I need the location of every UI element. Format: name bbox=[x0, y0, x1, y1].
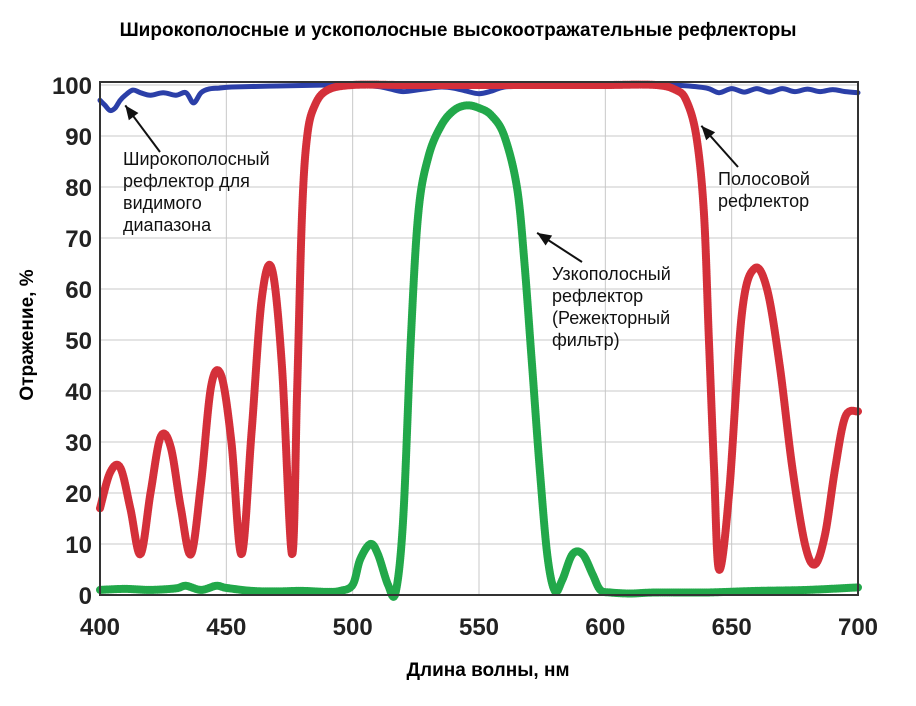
y-tick-label-1: 10 bbox=[65, 532, 92, 559]
y-tick-labels: 0 10 20 30 40 50 60 70 80 90 100 bbox=[52, 73, 92, 610]
y-tick-label-3: 30 bbox=[65, 430, 92, 457]
x-tick-label-1: 450 bbox=[206, 614, 246, 641]
chart-title: Широкополосные и ускополосные высокоотра… bbox=[119, 20, 797, 41]
narrowband-annotation-line-2: (Режекторный bbox=[552, 308, 670, 328]
narrowband-series-line bbox=[96, 101, 862, 601]
bandpass-annotation-text: Полосовой рефлектор bbox=[718, 169, 810, 211]
broadband-annotation-arrow-head bbox=[125, 105, 139, 121]
narrowband-annotation-line-1: рефлектор bbox=[552, 286, 643, 306]
narrowband-annotation: Узкополосный рефлектор (Режекторный фильтр) bbox=[536, 232, 671, 350]
y-tick-label-2: 20 bbox=[65, 481, 92, 508]
broadband-annotation-line-1: рефлектор для bbox=[123, 171, 250, 191]
y-tick-label-9: 90 bbox=[65, 124, 92, 151]
narrowband-annotation-arrow-head bbox=[537, 232, 553, 246]
bandpass-annotation-line-1: рефлектор bbox=[718, 191, 809, 211]
x-tick-label-6: 700 bbox=[838, 614, 878, 641]
broadband-annotation: Широкополосный рефлектор для видимого диапа… bbox=[123, 104, 270, 235]
y-tick-label-0: 0 bbox=[79, 583, 92, 610]
plot-frame bbox=[99, 81, 859, 596]
series-group bbox=[96, 80, 862, 601]
y-tick-label-10: 100 bbox=[52, 73, 92, 100]
broadband-annotation-line-0: Широкополосный bbox=[123, 149, 270, 169]
bandpass-annotation: Полосовой рефлектор bbox=[700, 125, 810, 211]
x-tick-label-5: 650 bbox=[712, 614, 752, 641]
x-tick-label-3: 550 bbox=[459, 614, 499, 641]
x-axis-label: Длина волны, нм bbox=[406, 660, 570, 681]
bandpass-annotation-arrow-head bbox=[701, 125, 716, 141]
narrowband-annotation-line-3: фильтр) bbox=[552, 330, 620, 350]
narrowband-annotation-text: Узкополосный рефлектор (Режекторный фильтр) bbox=[552, 264, 671, 350]
y-tick-label-7: 70 bbox=[65, 226, 92, 253]
narrowband-annotation-line-0: Узкополосный bbox=[552, 264, 671, 284]
y-tick-label-4: 40 bbox=[65, 379, 92, 406]
bandpass-annotation-line-0: Полосовой bbox=[718, 169, 810, 189]
broadband-annotation-text: Широкополосный рефлектор для видимого диапа… bbox=[123, 149, 270, 235]
x-tick-labels: 400 450 500 550 600 650 700 bbox=[80, 614, 878, 641]
bandpass-series-line bbox=[96, 80, 862, 574]
x-tick-label-0: 400 bbox=[80, 614, 120, 641]
x-tick-label-4: 600 bbox=[585, 614, 625, 641]
x-tick-label-2: 500 bbox=[333, 614, 373, 641]
annotations-group: Широкополосный рефлектор для видимого диапа… bbox=[123, 104, 810, 350]
y-tick-label-8: 80 bbox=[65, 175, 92, 202]
broadband-annotation-line-2: видимого bbox=[123, 193, 202, 213]
broadband-annotation-line-3: диапазона bbox=[123, 215, 212, 235]
y-tick-label-5: 50 bbox=[65, 328, 92, 355]
y-tick-label-6: 60 bbox=[65, 277, 92, 304]
